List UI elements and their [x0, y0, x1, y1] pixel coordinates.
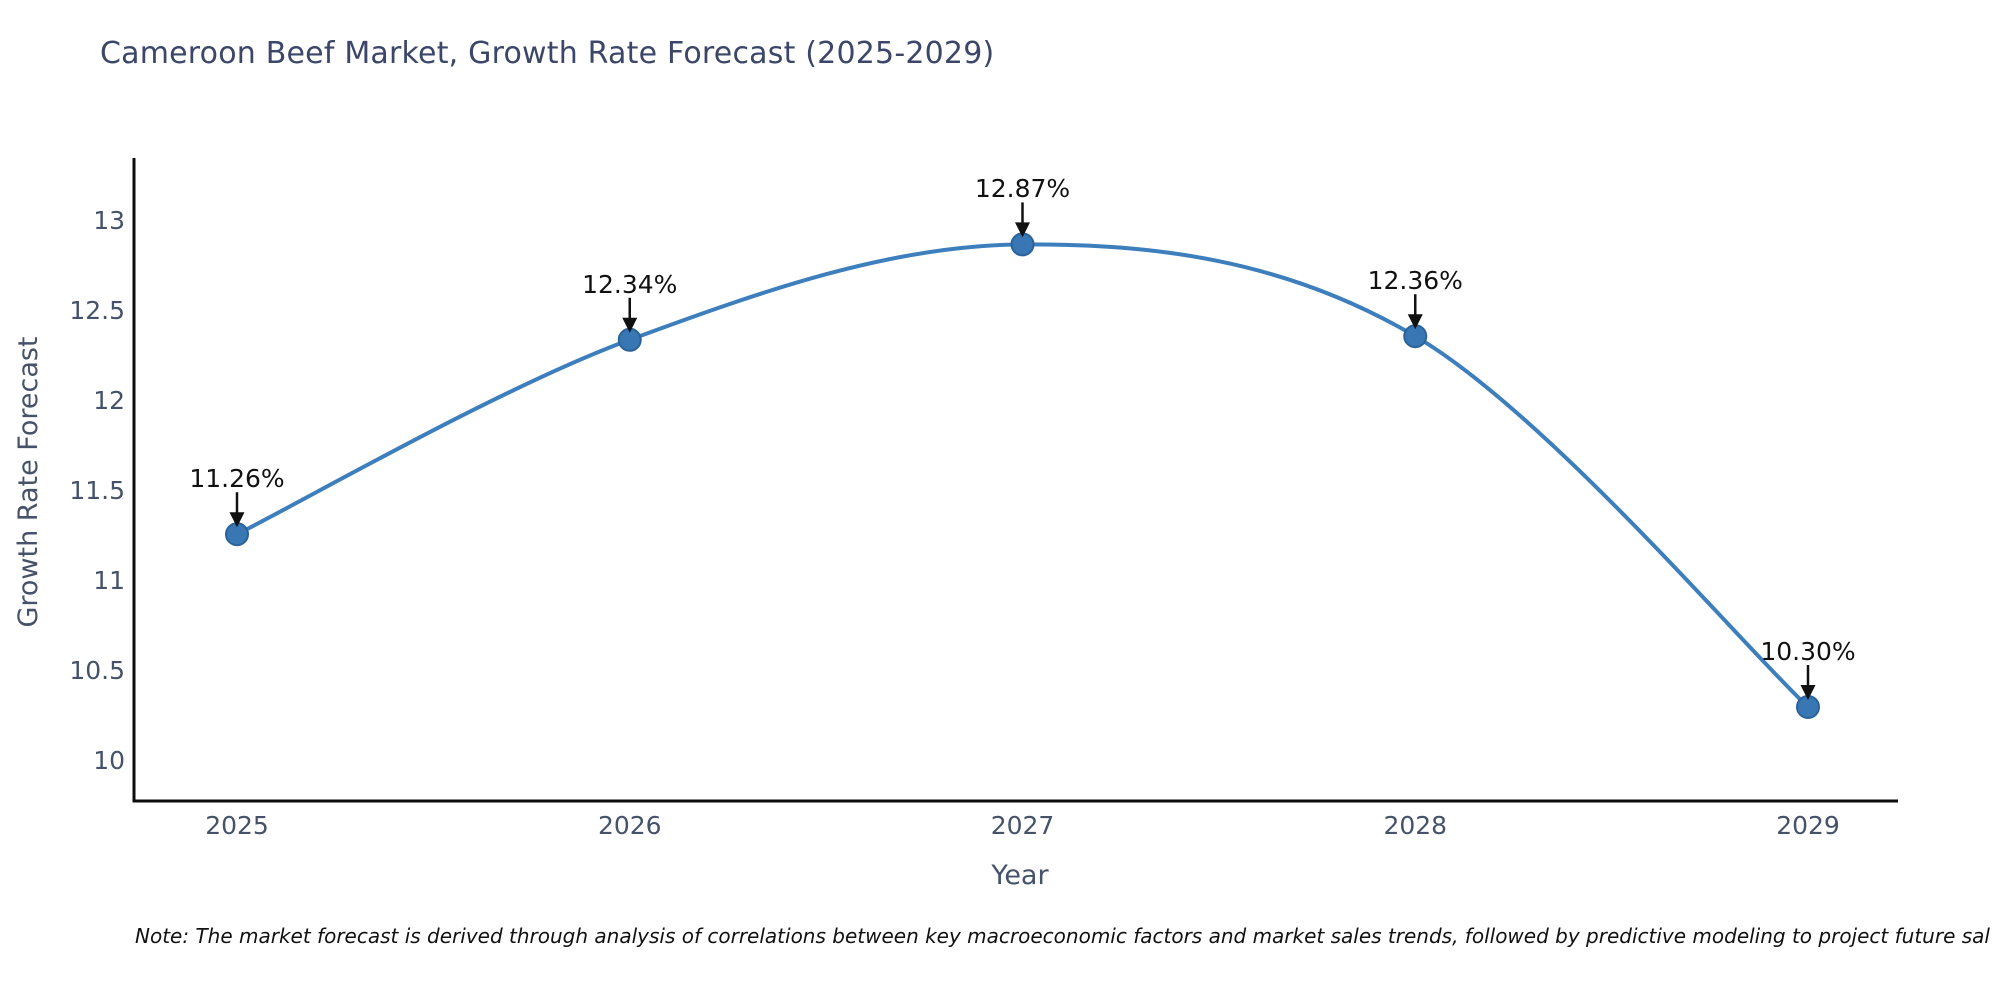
annotation-arrow-head: [229, 512, 245, 528]
x-tick-label: 2028: [1383, 811, 1448, 840]
forecast-line: [235, 242, 1810, 709]
chart-title: Cameroon Beef Market, Growth Rate Foreca…: [100, 36, 995, 71]
y-tick-label: 13: [93, 206, 125, 235]
x-tick-label: 2025: [205, 811, 269, 840]
x-axis-title: Year: [991, 860, 1049, 891]
x-tick-label: 2029: [1776, 811, 1840, 840]
annotation-arrow-head: [622, 317, 638, 333]
y-tick-label: 12: [93, 386, 125, 415]
data-point-label: 12.87%: [974, 174, 1071, 204]
y-tick-label: 11.5: [69, 476, 125, 505]
x-tick-label: 2026: [597, 811, 662, 840]
y-tick-label: 10: [93, 746, 125, 775]
data-point-label: 10.30%: [1760, 637, 1856, 666]
x-tick-label: 2027: [990, 811, 1055, 840]
data-point-label: 12.34%: [582, 269, 678, 299]
y-tick-label: 11: [93, 566, 125, 595]
data-point-label: 11.26%: [189, 464, 285, 494]
annotation-arrow-head: [1800, 685, 1816, 700]
footnote: Note: The market forecast is derived thr…: [135, 924, 1990, 948]
data-point-label: 12.36%: [1367, 266, 1463, 296]
y-tick-label: 12.5: [69, 296, 125, 325]
annotation-arrow-head: [1407, 314, 1423, 330]
annotation-arrow-head: [1015, 222, 1030, 238]
y-tick-label: 10.5: [69, 656, 125, 685]
